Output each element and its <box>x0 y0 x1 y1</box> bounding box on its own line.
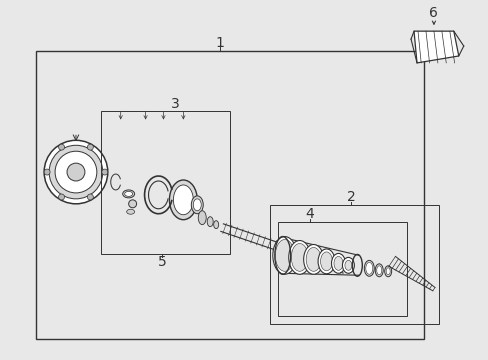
Circle shape <box>128 200 136 208</box>
Ellipse shape <box>275 239 294 271</box>
Bar <box>36 51 423 339</box>
Polygon shape <box>413 31 458 63</box>
Text: 6: 6 <box>428 6 437 20</box>
Circle shape <box>87 144 93 150</box>
Ellipse shape <box>288 240 310 274</box>
Ellipse shape <box>124 192 132 196</box>
Ellipse shape <box>333 256 342 270</box>
Ellipse shape <box>344 260 351 270</box>
Ellipse shape <box>191 196 203 214</box>
Circle shape <box>87 194 93 200</box>
Ellipse shape <box>386 268 389 275</box>
Text: 3: 3 <box>171 96 180 111</box>
Bar <box>101 111 230 255</box>
Ellipse shape <box>291 243 307 271</box>
Ellipse shape <box>213 221 218 229</box>
Ellipse shape <box>122 190 134 198</box>
Circle shape <box>49 145 102 199</box>
Text: 1: 1 <box>215 36 224 50</box>
Ellipse shape <box>169 180 197 220</box>
Circle shape <box>55 151 97 193</box>
Ellipse shape <box>303 244 323 274</box>
Ellipse shape <box>305 247 321 271</box>
Ellipse shape <box>320 252 332 271</box>
Text: 5: 5 <box>158 255 166 269</box>
Ellipse shape <box>364 260 373 276</box>
Bar <box>269 205 438 324</box>
Ellipse shape <box>173 185 193 215</box>
Circle shape <box>102 169 107 175</box>
Ellipse shape <box>331 253 345 273</box>
Text: 4: 4 <box>305 207 313 221</box>
Ellipse shape <box>272 237 296 274</box>
Ellipse shape <box>365 262 372 274</box>
Text: 2: 2 <box>346 190 355 204</box>
Bar <box>277 222 406 316</box>
Ellipse shape <box>384 266 391 277</box>
Ellipse shape <box>207 217 213 227</box>
Circle shape <box>59 144 64 150</box>
Circle shape <box>67 163 85 181</box>
Circle shape <box>59 194 64 200</box>
Ellipse shape <box>374 264 383 277</box>
Ellipse shape <box>376 266 381 275</box>
Ellipse shape <box>126 209 134 214</box>
Circle shape <box>44 140 107 204</box>
Ellipse shape <box>317 249 334 274</box>
Circle shape <box>44 169 50 175</box>
Ellipse shape <box>198 211 206 225</box>
Ellipse shape <box>193 199 201 211</box>
Ellipse shape <box>342 257 354 273</box>
